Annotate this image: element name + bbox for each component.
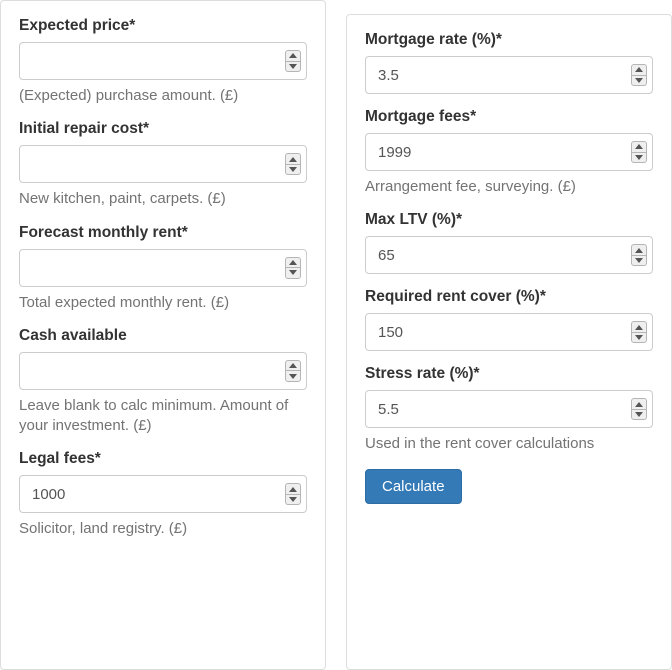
label-expected-price: Expected price* <box>19 17 307 35</box>
label-mortgage-rate: Mortgage rate (%)* <box>365 31 653 49</box>
spinner-up-icon[interactable] <box>286 258 300 269</box>
help-cash-available: Leave blank to calc minimum. Amount of y… <box>19 396 307 437</box>
help-forecast-rent: Total expected monthly rent. (£) <box>19 293 307 313</box>
input-wrap-forecast-rent <box>19 249 307 287</box>
panel-property-costs: Expected price* (Expected) purchase amou… <box>0 0 326 670</box>
label-cash-available: Cash available <box>19 327 307 345</box>
group-legal-fees: Legal fees* Solicitor, land registry. (£… <box>19 450 307 539</box>
input-wrap-mortgage-fees <box>365 133 653 171</box>
spinner-initial-repair <box>285 153 301 175</box>
input-forecast-rent[interactable] <box>19 249 307 287</box>
help-expected-price: (Expected) purchase amount. (£) <box>19 86 307 106</box>
group-max-ltv: Max LTV (%)* <box>365 211 653 274</box>
group-cash-available: Cash available Leave blank to calc minim… <box>19 327 307 437</box>
spinner-up-icon[interactable] <box>286 361 300 372</box>
label-mortgage-fees: Mortgage fees* <box>365 108 653 126</box>
group-forecast-rent: Forecast monthly rent* Total expected mo… <box>19 224 307 313</box>
label-legal-fees: Legal fees* <box>19 450 307 468</box>
spinner-up-icon[interactable] <box>286 51 300 62</box>
spinner-down-icon[interactable] <box>286 165 300 175</box>
label-max-ltv: Max LTV (%)* <box>365 211 653 229</box>
group-stress-rate: Stress rate (%)* Used in the rent cover … <box>365 365 653 454</box>
label-initial-repair: Initial repair cost* <box>19 120 307 138</box>
spinner-max-ltv <box>631 244 647 266</box>
input-wrap-rent-cover <box>365 313 653 351</box>
label-forecast-rent: Forecast monthly rent* <box>19 224 307 242</box>
help-stress-rate: Used in the rent cover calculations <box>365 434 653 454</box>
input-wrap-expected-price <box>19 42 307 80</box>
form-columns: Expected price* (Expected) purchase amou… <box>0 0 672 670</box>
input-max-ltv[interactable] <box>365 236 653 274</box>
spinner-up-icon[interactable] <box>632 142 646 153</box>
input-legal-fees[interactable] <box>19 475 307 513</box>
input-wrap-legal-fees <box>19 475 307 513</box>
spinner-down-icon[interactable] <box>286 495 300 505</box>
spinner-up-icon[interactable] <box>632 322 646 333</box>
spinner-up-icon[interactable] <box>632 399 646 410</box>
input-cash-available[interactable] <box>19 352 307 390</box>
input-wrap-stress-rate <box>365 390 653 428</box>
spinner-stress-rate <box>631 398 647 420</box>
spinner-rent-cover <box>631 321 647 343</box>
help-legal-fees: Solicitor, land registry. (£) <box>19 519 307 539</box>
calculate-button[interactable]: Calculate <box>365 469 462 504</box>
group-rent-cover: Required rent cover (%)* <box>365 288 653 351</box>
group-expected-price: Expected price* (Expected) purchase amou… <box>19 17 307 106</box>
spinner-expected-price <box>285 50 301 72</box>
input-mortgage-rate[interactable] <box>365 56 653 94</box>
input-wrap-max-ltv <box>365 236 653 274</box>
input-wrap-cash-available <box>19 352 307 390</box>
spinner-mortgage-rate <box>631 64 647 86</box>
input-wrap-mortgage-rate <box>365 56 653 94</box>
spinner-down-icon[interactable] <box>286 62 300 72</box>
label-rent-cover: Required rent cover (%)* <box>365 288 653 306</box>
spinner-down-icon[interactable] <box>632 76 646 86</box>
spinner-down-icon[interactable] <box>632 410 646 420</box>
input-mortgage-fees[interactable] <box>365 133 653 171</box>
help-initial-repair: New kitchen, paint, carpets. (£) <box>19 189 307 209</box>
spinner-down-icon[interactable] <box>632 256 646 266</box>
spinner-down-icon[interactable] <box>632 153 646 163</box>
help-mortgage-fees: Arrangement fee, surveying. (£) <box>365 177 653 197</box>
spinner-up-icon[interactable] <box>286 154 300 165</box>
spinner-down-icon[interactable] <box>632 333 646 343</box>
spinner-cash-available <box>285 360 301 382</box>
input-initial-repair[interactable] <box>19 145 307 183</box>
spinner-down-icon[interactable] <box>286 371 300 381</box>
input-expected-price[interactable] <box>19 42 307 80</box>
group-mortgage-fees: Mortgage fees* Arrangement fee, surveyin… <box>365 108 653 197</box>
spinner-forecast-rent <box>285 257 301 279</box>
spinner-mortgage-fees <box>631 141 647 163</box>
panel-mortgage: Mortgage rate (%)* Mortgage fees* Arrang… <box>346 14 672 670</box>
spinner-up-icon[interactable] <box>286 484 300 495</box>
input-stress-rate[interactable] <box>365 390 653 428</box>
label-stress-rate: Stress rate (%)* <box>365 365 653 383</box>
spinner-up-icon[interactable] <box>632 245 646 256</box>
group-mortgage-rate: Mortgage rate (%)* <box>365 31 653 94</box>
spinner-down-icon[interactable] <box>286 268 300 278</box>
spinner-up-icon[interactable] <box>632 65 646 76</box>
spinner-legal-fees <box>285 483 301 505</box>
input-rent-cover[interactable] <box>365 313 653 351</box>
input-wrap-initial-repair <box>19 145 307 183</box>
group-initial-repair: Initial repair cost* New kitchen, paint,… <box>19 120 307 209</box>
